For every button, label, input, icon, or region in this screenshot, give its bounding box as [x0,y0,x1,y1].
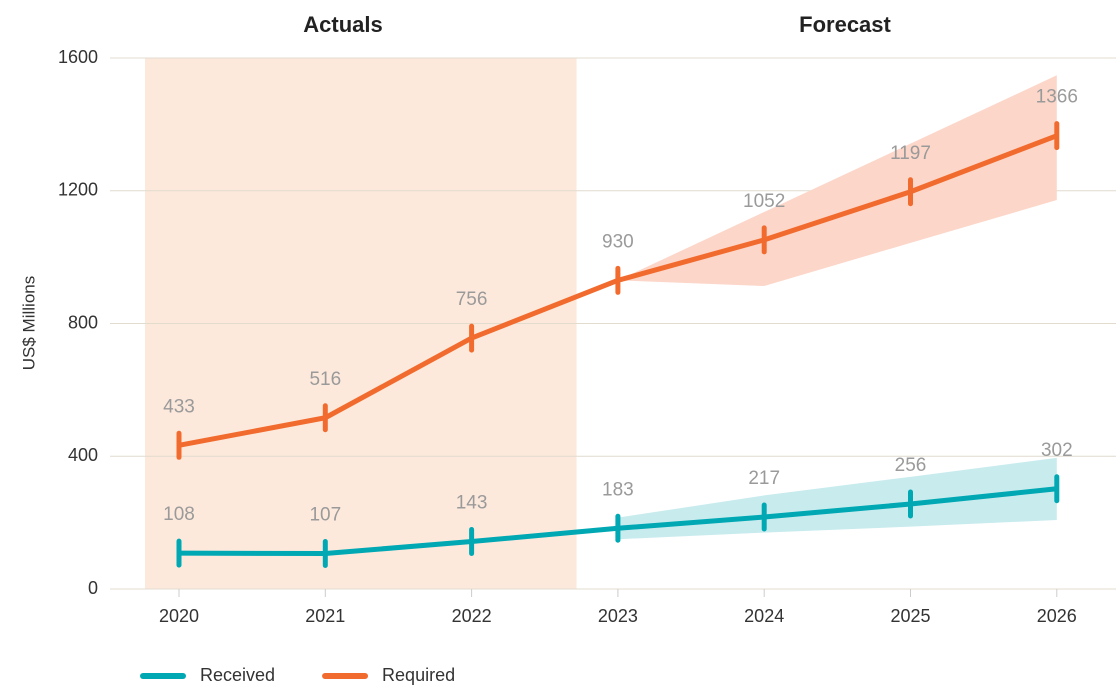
data-label: 516 [309,369,341,390]
data-label: 143 [456,493,488,514]
y-tick-label: 400 [68,445,98,465]
x-tick-label: 2022 [452,606,492,626]
y-tick-label: 1200 [58,180,98,200]
forecast-band [617,457,1057,540]
y-tick-label: 800 [68,312,98,332]
x-tick-label: 2020 [159,606,199,626]
x-tick-label: 2026 [1037,606,1077,626]
data-label: 930 [602,231,634,252]
data-label: 1052 [743,191,785,212]
x-tick-label: 2023 [598,606,638,626]
x-tick-label: 2025 [890,606,930,626]
data-label: 756 [456,289,488,310]
legend-label: Required [382,665,455,685]
data-label: 1197 [890,143,931,164]
data-label: 1366 [1036,87,1078,108]
y-axis-label: US$ Millions [19,276,38,370]
forecast-band [617,75,1057,286]
x-tick-label: 2024 [744,606,784,626]
data-label: 108 [163,504,195,525]
region-label: Forecast [799,12,891,37]
data-label: 433 [163,396,195,417]
region-label: Actuals [303,12,382,37]
data-label: 256 [895,455,927,476]
data-label: 107 [309,505,341,526]
data-label: 183 [602,479,634,500]
data-label: 302 [1041,440,1073,461]
data-label: 217 [748,468,780,489]
y-tick-label: 0 [88,578,98,598]
x-tick-label: 2021 [305,606,345,626]
legend-label: Received [200,665,275,685]
y-tick-label: 1600 [58,47,98,67]
